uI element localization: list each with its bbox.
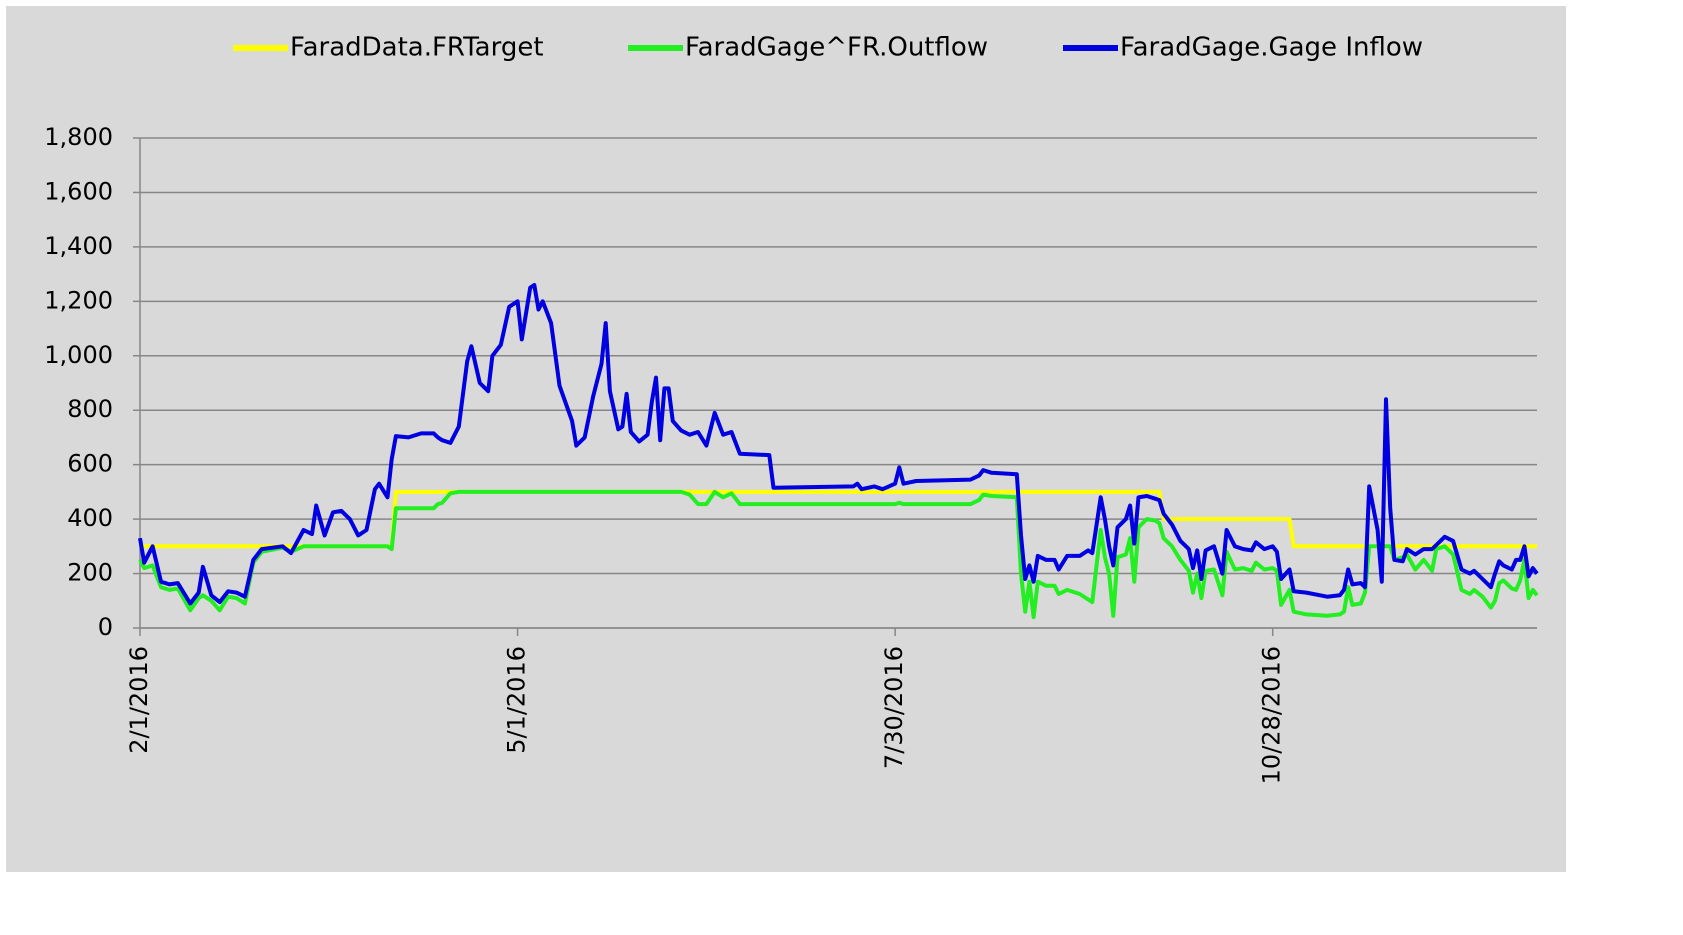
y-tick-label: 200: [67, 559, 113, 587]
chart-background: [6, 6, 1566, 872]
y-tick-label: 1,200: [44, 286, 113, 314]
y-tick-label: 400: [67, 504, 113, 532]
y-tick-label: 1,400: [44, 232, 113, 260]
y-tick-label: 0: [98, 613, 113, 641]
x-tick-label: 10/28/2016: [1258, 646, 1286, 784]
y-tick-label: 1,800: [44, 123, 113, 151]
legend-label: FaradGage.Gage Inflow: [1120, 33, 1423, 63]
y-tick-label: 1,600: [44, 177, 113, 205]
y-tick-label: 600: [67, 450, 113, 478]
x-tick-label: 7/30/2016: [880, 646, 908, 769]
legend-label: FaradData.FRTarget: [290, 33, 544, 63]
x-tick-label: 2/1/2016: [125, 646, 153, 754]
y-tick-label: 1,000: [44, 341, 113, 369]
legend-label: FaradGage^FR.Outflow: [685, 33, 988, 63]
series-line: [138, 489, 1539, 620]
series-line: [138, 283, 1539, 606]
x-tick-label: 5/1/2016: [503, 646, 531, 754]
y-tick-label: 800: [67, 395, 113, 423]
